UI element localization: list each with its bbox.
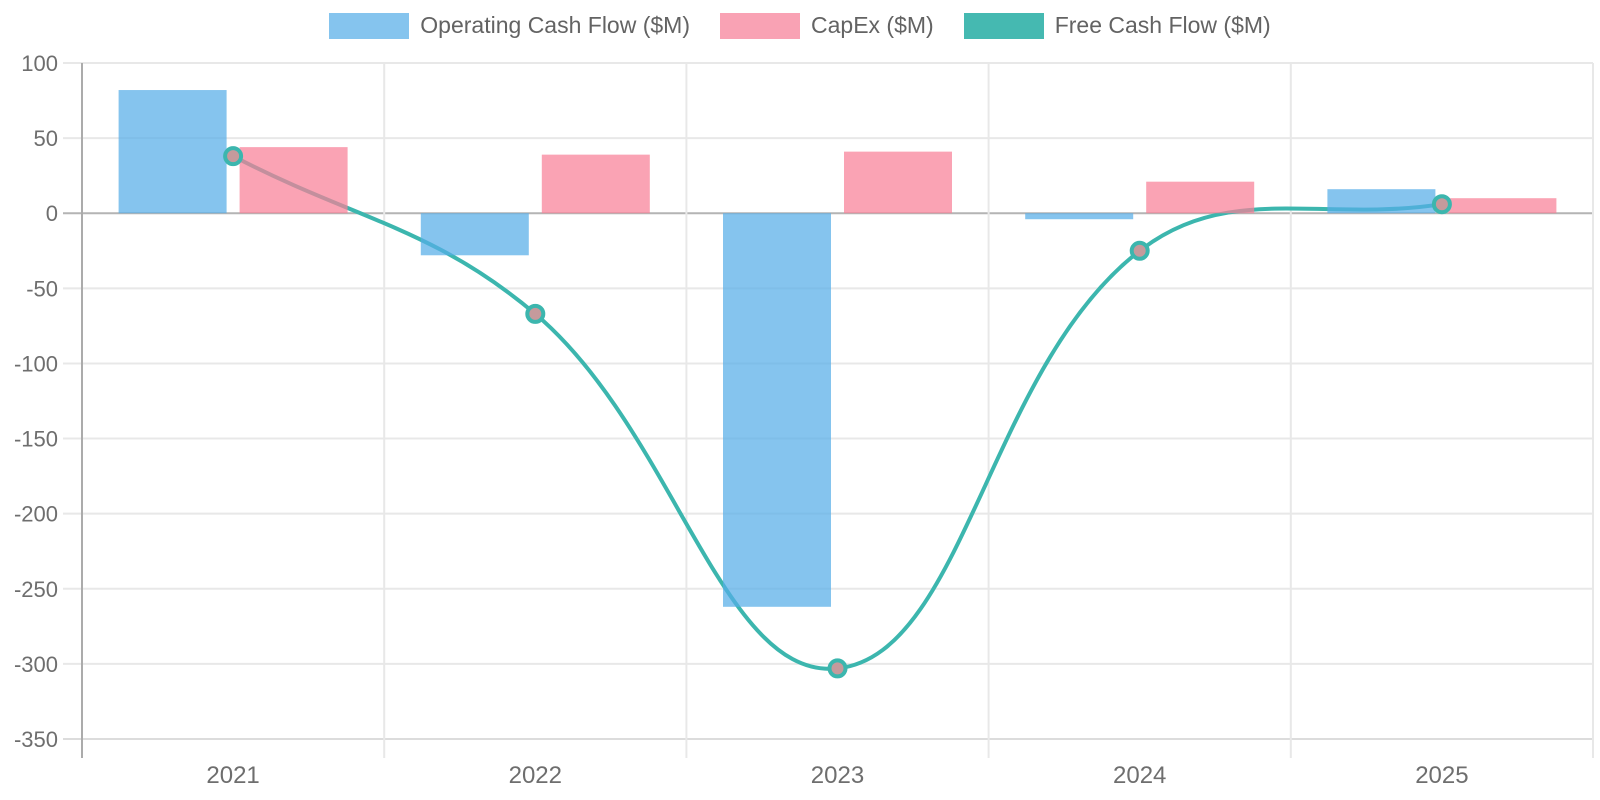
operating-cash-flow-bar xyxy=(723,213,831,607)
legend-label: CapEx ($M) xyxy=(811,12,934,38)
free-cash-flow-point xyxy=(223,146,244,167)
y-tick-label: -150 xyxy=(14,427,58,452)
y-axis-labels: 100 50 0 -50 -100 -150 -200 -250 -300 -350 xyxy=(14,51,58,752)
legend-item-capex[interactable]: CapEx ($M) xyxy=(720,12,934,39)
chart-legend: Operating Cash Flow ($M) CapEx ($M) Free C… xyxy=(0,12,1600,39)
y-tick-label: 50 xyxy=(34,126,58,151)
x-tick-label: 2023 xyxy=(811,762,864,789)
y-tick-label: -50 xyxy=(26,276,58,301)
operating-cash-flow-bar xyxy=(1025,213,1134,220)
capex-bar xyxy=(1448,198,1557,214)
legend-label: Operating Cash Flow ($M) xyxy=(420,12,690,38)
legend-item-operating-cash-flow[interactable]: Operating Cash Flow ($M) xyxy=(329,12,690,39)
y-tick-label: -200 xyxy=(14,502,58,527)
bars xyxy=(118,90,1557,607)
line-points xyxy=(223,146,1452,679)
free-cash-flow-point xyxy=(1431,194,1452,215)
y-tick-label: -350 xyxy=(14,727,58,752)
operating-cash-flow-bar xyxy=(420,213,529,256)
y-tick-label: -100 xyxy=(14,351,58,376)
legend-swatch xyxy=(720,12,800,39)
x-tick-label: 2021 xyxy=(206,762,259,789)
x-tick-label: 2025 xyxy=(1415,762,1468,789)
capex-bar xyxy=(1146,181,1255,214)
y-tick-label: 100 xyxy=(21,51,58,76)
free-cash-flow-line xyxy=(231,154,1444,671)
legend-item-free-cash-flow[interactable]: Free Cash Flow ($M) xyxy=(963,12,1271,39)
free-cash-flow-point xyxy=(827,658,848,679)
free-cash-flow-point xyxy=(525,303,546,324)
operating-cash-flow-bar xyxy=(118,90,227,214)
x-axis-labels: 2021 2022 2023 2024 2025 xyxy=(206,762,1468,789)
capex-bar xyxy=(541,154,650,214)
legend-swatch xyxy=(963,12,1044,39)
x-tick-label: 2024 xyxy=(1113,762,1166,789)
x-tick-label: 2022 xyxy=(509,762,562,789)
legend-swatch xyxy=(329,12,410,39)
capex-bar xyxy=(844,151,952,214)
free-cash-flow-point xyxy=(1129,240,1150,261)
operating-cash-flow-bar xyxy=(1327,189,1436,214)
legend-label: Free Cash Flow ($M) xyxy=(1054,12,1271,38)
y-tick-label: -300 xyxy=(14,652,58,677)
capex-bar xyxy=(239,147,348,214)
y-tick-label: 0 xyxy=(46,201,58,226)
y-tick-label: -250 xyxy=(14,577,58,602)
